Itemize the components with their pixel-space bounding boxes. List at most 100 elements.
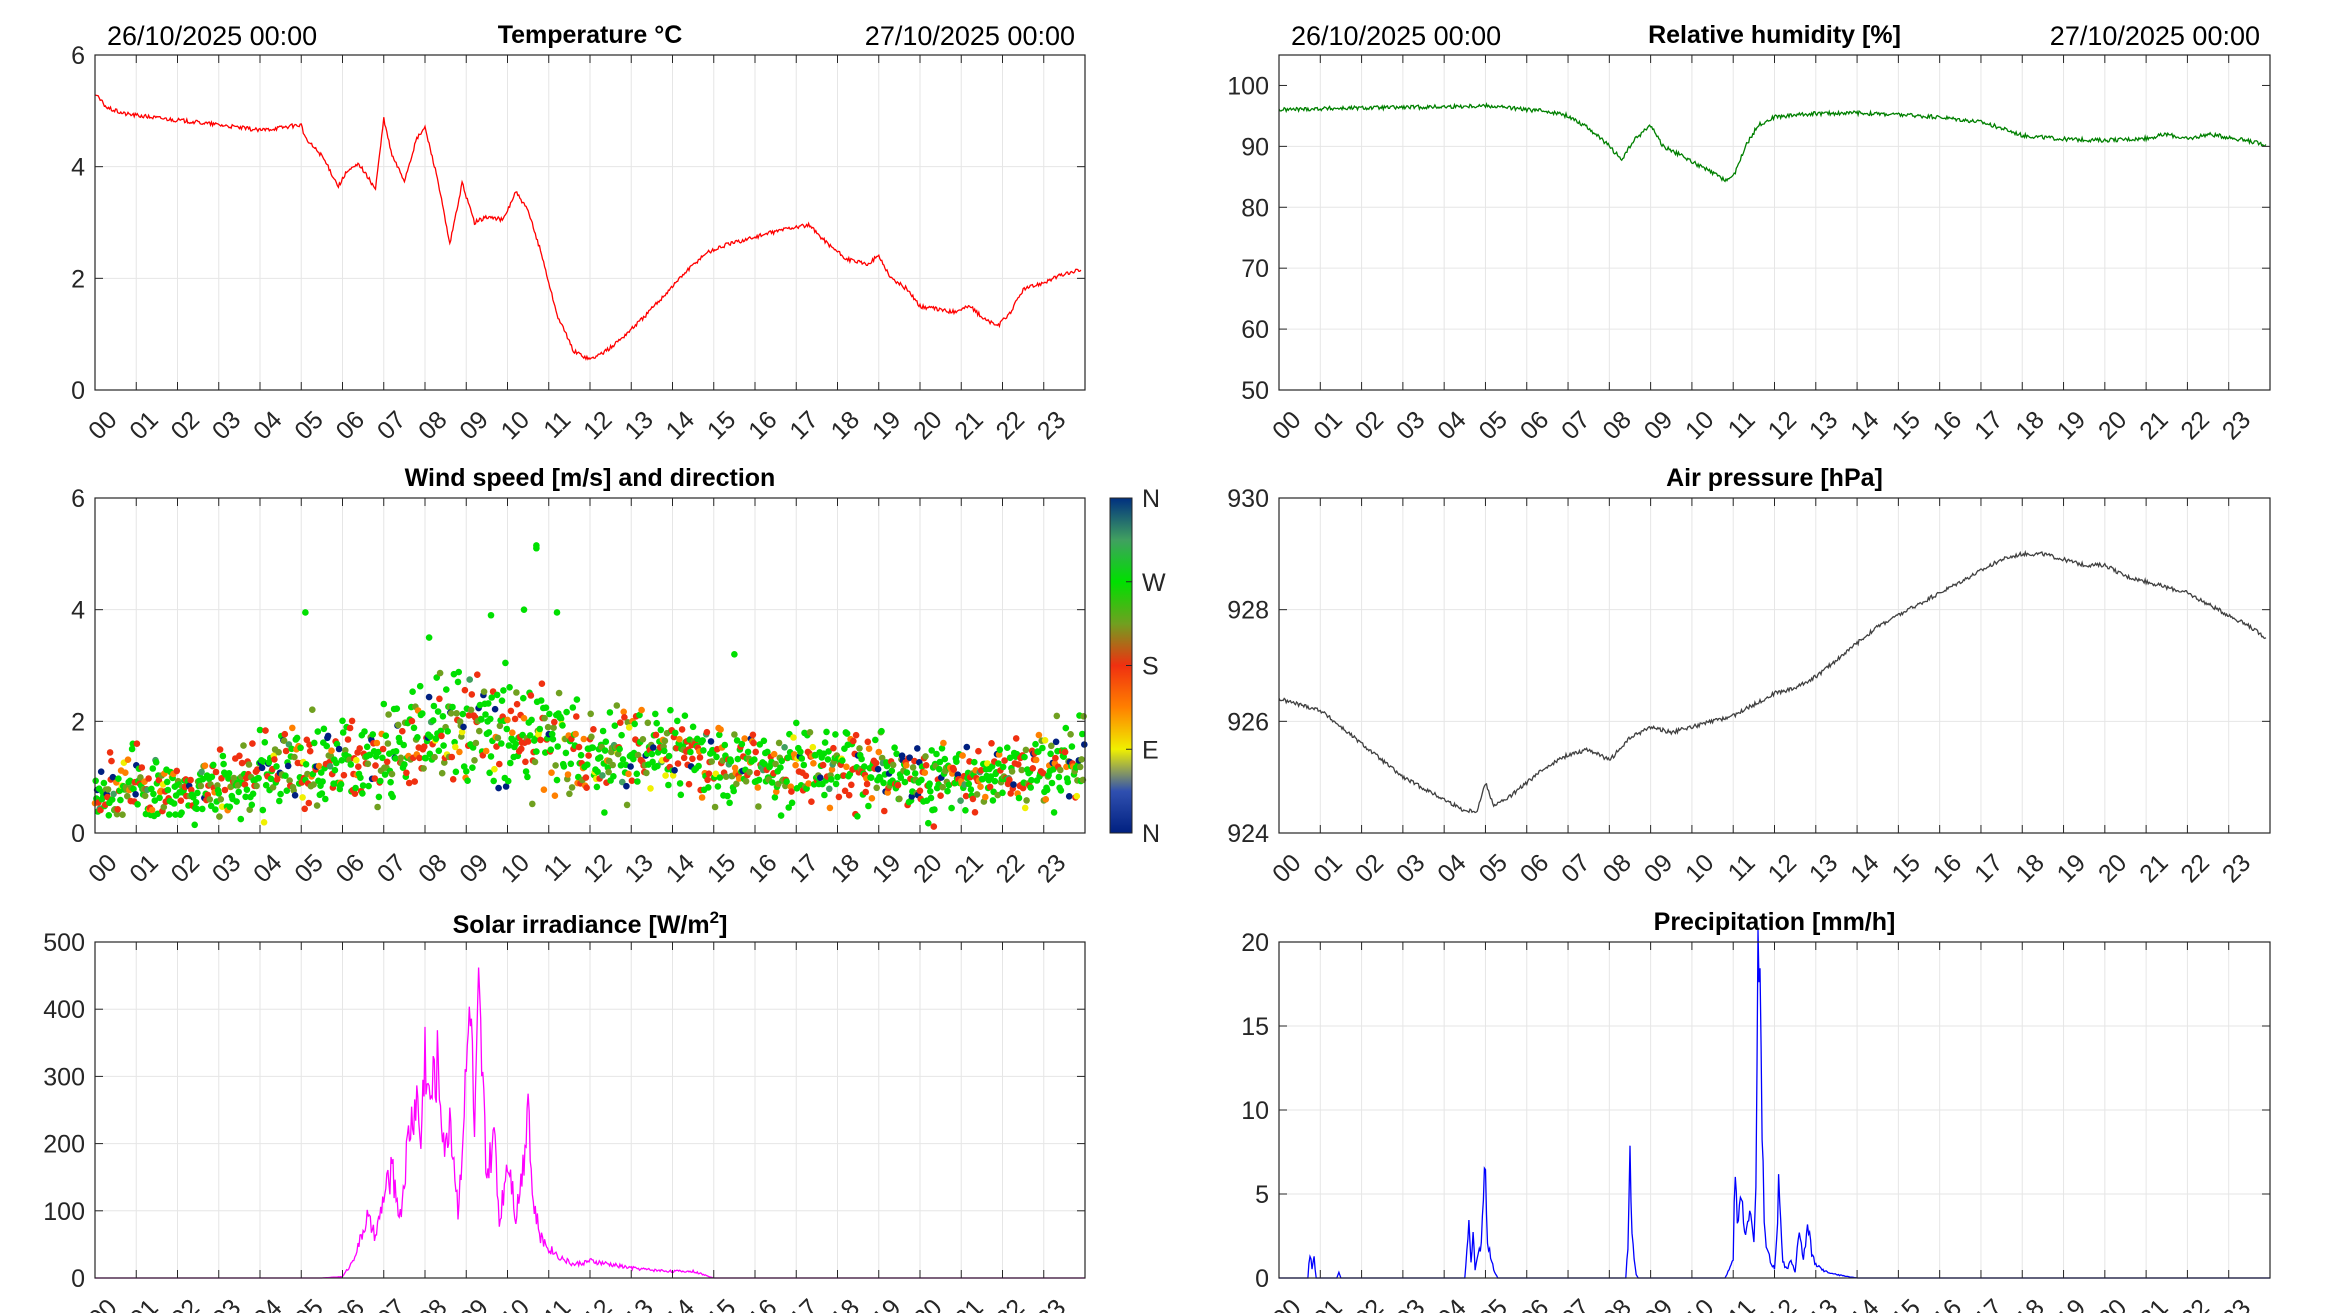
- wind-point: [1041, 737, 1049, 744]
- wind-point: [249, 740, 256, 747]
- wind-point: [513, 700, 521, 708]
- wind-point: [379, 754, 386, 762]
- wind-point: [455, 668, 463, 676]
- wind-point: [502, 783, 510, 790]
- wind-point: [385, 711, 392, 718]
- wind-point: [364, 760, 372, 768]
- wind-point: [113, 810, 121, 818]
- wind-point: [249, 790, 257, 798]
- wind-point: [160, 803, 168, 811]
- wind-point: [154, 810, 161, 818]
- wind-point: [1010, 781, 1017, 788]
- wind-point: [848, 781, 855, 789]
- wind-point: [520, 694, 527, 702]
- y-tick-label: 60: [1241, 316, 1269, 344]
- wind-point: [963, 743, 971, 751]
- wind-point: [550, 724, 557, 731]
- wind-point: [456, 748, 463, 756]
- wind-point: [216, 813, 223, 820]
- wind-point: [861, 763, 868, 770]
- wind-point: [987, 773, 995, 780]
- wind-point: [689, 755, 696, 763]
- wind-point: [744, 748, 752, 756]
- wind-point: [764, 748, 771, 756]
- wind-point: [669, 772, 677, 779]
- wind-point: [803, 785, 810, 792]
- wind-point: [746, 768, 753, 776]
- wind-point: [1001, 757, 1008, 764]
- wind-point: [452, 743, 459, 751]
- date-start-label: 26/10/2025 00:00: [107, 21, 317, 51]
- wind-point: [438, 732, 445, 740]
- wind-point: [384, 740, 392, 747]
- wind-point: [771, 794, 779, 801]
- wind-point: [1067, 731, 1074, 738]
- wind-point: [553, 776, 561, 784]
- wind-point: [299, 794, 306, 801]
- wind-point: [881, 807, 888, 815]
- wind-point: [371, 775, 379, 782]
- wind-point: [1053, 712, 1061, 720]
- wind-point: [634, 751, 642, 759]
- wind-point: [511, 715, 519, 723]
- wind-point: [124, 756, 132, 763]
- wind-point: [148, 806, 156, 814]
- wind-point: [389, 793, 397, 801]
- wind-point: [971, 809, 979, 816]
- wind-point: [388, 770, 396, 778]
- wind-point: [436, 695, 443, 703]
- y-tick-label: 300: [43, 1063, 85, 1091]
- wind-point: [361, 728, 368, 735]
- wind-point: [553, 609, 561, 616]
- wind-point: [802, 772, 810, 780]
- wind-point: [760, 737, 768, 745]
- wind-point: [733, 780, 740, 788]
- wind-point: [707, 738, 715, 745]
- wind-point: [218, 803, 226, 810]
- wind-point: [716, 731, 723, 739]
- wind-point: [524, 738, 532, 745]
- series-line-temperature: [94, 94, 1082, 361]
- wind-point: [478, 716, 485, 723]
- wind-point: [965, 780, 973, 788]
- wind-point: [393, 705, 401, 712]
- wind-point: [730, 787, 737, 795]
- wind-point: [485, 700, 492, 707]
- wind-point: [392, 755, 399, 762]
- wind-point: [166, 811, 173, 818]
- wind-point: [260, 819, 268, 826]
- y-tick-label: 2: [71, 708, 85, 736]
- wind-point: [540, 786, 548, 793]
- wind-point: [863, 780, 871, 788]
- wind-point: [150, 790, 157, 798]
- wind-point: [903, 762, 910, 769]
- wind-point: [755, 803, 762, 810]
- wind-point: [927, 794, 935, 802]
- wind-point: [696, 754, 704, 761]
- wind-point: [291, 753, 298, 761]
- wind-point: [685, 780, 693, 788]
- wind-point: [133, 740, 141, 747]
- wind-point: [319, 778, 326, 785]
- wind-point: [903, 769, 911, 776]
- wind-point: [420, 765, 427, 772]
- wind-point: [421, 743, 428, 750]
- wind-point: [584, 761, 591, 768]
- wind-point: [1065, 793, 1073, 800]
- wind-point: [520, 606, 528, 613]
- wind-point: [482, 711, 489, 718]
- wind-point: [1048, 779, 1056, 787]
- wind-point: [443, 686, 450, 693]
- wind-point: [465, 712, 473, 719]
- wind-point: [411, 778, 419, 785]
- wind-point: [830, 744, 837, 752]
- wind-point: [496, 722, 504, 730]
- wind-point: [498, 740, 505, 747]
- wind-point: [379, 745, 387, 753]
- wind-point: [594, 768, 601, 775]
- wind-point: [305, 799, 313, 807]
- wind-point: [930, 823, 938, 830]
- wind-point: [823, 728, 830, 736]
- wind-point: [937, 792, 944, 799]
